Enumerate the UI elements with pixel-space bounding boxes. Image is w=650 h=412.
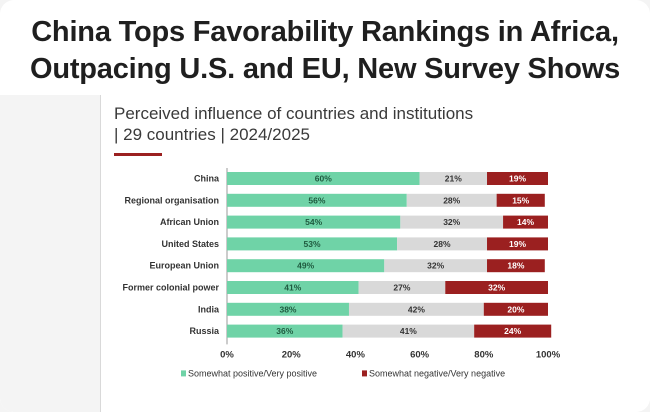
article-headline: China Tops Favorability Rankings in Afri… xyxy=(0,14,650,88)
bar-segment-neutral xyxy=(397,237,488,251)
bar-segment-negative xyxy=(487,172,548,185)
bar-segment-neutral xyxy=(419,172,488,185)
bar-value-label: 14% xyxy=(517,217,534,227)
bar-segment-negative xyxy=(487,259,545,273)
bar-value-label: 54% xyxy=(305,217,322,227)
x-tick-label: 20% xyxy=(282,349,302,360)
bar-value-label: 56% xyxy=(308,195,325,205)
bar-segment-neutral xyxy=(348,302,484,316)
bar-segment-positive xyxy=(227,215,401,229)
bar-value-label: 49% xyxy=(297,261,314,271)
bar-value-label: 28% xyxy=(443,195,460,205)
headline-line-2: Outpacing U.S. and EU, New Survey Shows xyxy=(29,53,621,85)
bar-value-label: 60% xyxy=(315,174,332,184)
legend-swatch-negative xyxy=(362,370,367,377)
bar-value-label: 18% xyxy=(507,261,524,271)
legend-swatch-positive xyxy=(181,370,186,377)
bar-segment-negative xyxy=(487,237,548,251)
bar-value-label: 19% xyxy=(509,174,526,184)
legend-label-positive: Somewhat positive/Very positive xyxy=(188,368,317,378)
title-accent-rule xyxy=(114,153,162,156)
category-label: European Union xyxy=(150,261,220,271)
x-tick-label: 40% xyxy=(346,349,366,360)
category-label: Former colonial power xyxy=(122,283,219,293)
bar-segment-negative xyxy=(483,302,548,316)
bar-value-label: 24% xyxy=(504,326,521,336)
bar-segment-negative xyxy=(474,324,552,338)
bar-value-label: 27% xyxy=(393,283,410,293)
bar-segment-negative xyxy=(445,281,548,294)
bar-segment-positive xyxy=(227,259,385,273)
bar-segment-neutral xyxy=(384,259,488,273)
category-label: African Union xyxy=(160,217,219,227)
bar-segment-neutral xyxy=(406,193,497,207)
chart-image xyxy=(100,95,650,412)
bar-segment-negative xyxy=(496,193,545,207)
bar-segment-positive xyxy=(227,302,349,316)
category-label: Russia xyxy=(189,326,220,336)
category-label: Regional organisation xyxy=(124,195,219,205)
x-tick-label: 0% xyxy=(220,349,234,360)
bar-value-label: 21% xyxy=(445,174,462,184)
bar-value-label: 32% xyxy=(427,261,444,271)
bar-segment-neutral xyxy=(342,324,475,338)
bar-segment-neutral xyxy=(358,281,446,294)
bar-value-label: 32% xyxy=(488,283,505,293)
category-label: China xyxy=(194,174,220,184)
bar-value-label: 41% xyxy=(400,326,417,336)
category-label: United States xyxy=(161,239,219,249)
bar-segment-positive xyxy=(227,237,398,251)
x-tick-label: 100% xyxy=(536,349,561,360)
bar-segment-positive xyxy=(227,172,420,185)
bar-value-label: 28% xyxy=(434,239,451,249)
bar-value-label: 36% xyxy=(276,326,293,336)
x-tick-label: 60% xyxy=(410,349,430,360)
bar-segment-negative xyxy=(503,215,548,229)
bar-value-label: 20% xyxy=(507,304,524,314)
bar-value-label: 38% xyxy=(279,304,296,314)
chart-title: Perceived influence of countries and ins… xyxy=(114,104,474,123)
bar-value-label: 32% xyxy=(443,217,460,227)
left-margin xyxy=(0,95,100,412)
category-label: India xyxy=(198,304,220,314)
bar-segment-positive xyxy=(227,324,343,338)
bar-segment-positive xyxy=(227,193,407,207)
x-tick-label: 80% xyxy=(474,349,494,360)
bar-value-label: 19% xyxy=(509,239,526,249)
bar-value-label: 42% xyxy=(408,304,425,314)
headline-line-1: China Tops Favorability Rankings in Afri… xyxy=(31,16,619,48)
chart-subtitle: | 29 countries | 2024/2025 xyxy=(114,125,310,144)
bar-segment-positive xyxy=(227,281,359,294)
bar-value-label: 15% xyxy=(512,195,529,205)
bar-value-label: 53% xyxy=(304,239,321,249)
bar-value-label: 41% xyxy=(284,283,301,293)
bar-segment-neutral xyxy=(400,215,504,229)
legend-label-negative: Somewhat negative/Very negative xyxy=(369,368,505,378)
